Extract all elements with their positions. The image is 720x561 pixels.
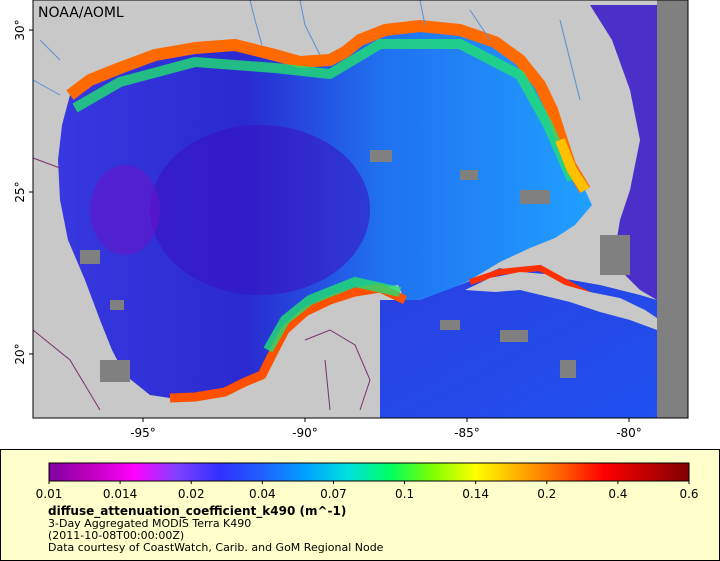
colorbar-tick-label: 0.07 [320,487,347,501]
deep-water-region-west [90,165,160,255]
latitude-label: 20° [13,343,27,364]
no-data-strip [657,0,688,418]
longitude-label: -85° [454,426,480,440]
yucatan-shelf [263,276,402,353]
colorbar-tick-label: 0.2 [537,487,557,501]
northern-coastal-inner [72,39,577,182]
colorbar-tick-label: 0.6 [679,487,699,501]
variable-name: diffuse_attenuation_coefficient_k490 (m^… [48,504,347,518]
no-data-patches [80,150,630,382]
rivers [32,0,581,101]
colorbar-ramp [48,462,690,482]
colorbar-tick-label: 0.4 [608,487,628,501]
latitude-label: 30° [13,19,27,40]
legend-panel: 0.01 0.014 0.02 0.04 0.07 0.1 0.14 0.2 0.4 0.6 di… [0,449,720,561]
northern-coastal-band [66,20,591,194]
cuba-landmass [465,272,657,330]
colorbar [48,462,690,484]
latitude-label: 25° [13,181,27,202]
florida-shelf [555,138,590,193]
longitude-label: -80° [616,426,642,440]
map-frame: NOAA/AOML 30° 25° 20° -95° -90° -85° -80° [13,0,689,440]
yucatan-coastal-band [169,283,407,403]
map-credit: NOAA/AOML [38,5,124,21]
colorbar-tick-label: 0.14 [462,487,490,501]
longitude-axis: -95° -90° -85° -80° [130,418,642,440]
map-canvas: NOAA/AOML 30° 25° 20° -95° -90° -85° -80° [13,0,689,440]
data-credit: Data courtesy of CoastWatch, Carib. and … [48,541,384,554]
deep-water-region [150,125,370,295]
latitude-axis: 30° 25° 20° [13,19,33,365]
map-border [32,0,689,419]
colorbar-tick-label: 0.02 [177,487,205,501]
longitude-label: -95° [130,426,156,440]
atlantic-water [590,5,657,300]
data-date: (2011-10-08T00:00:00Z) [48,529,185,542]
colorbar-tick-label: 0.04 [248,487,276,501]
product-name: 3-Day Aggregated MODIS Terra K490 [48,517,252,530]
longitude-label: -90° [292,426,318,440]
political-borders [32,157,371,411]
colorbar-tick-label: 0.01 [35,487,63,501]
colorbar-tick-label: 0.1 [395,487,415,501]
colorbar-tick-label: 0.014 [102,487,138,501]
